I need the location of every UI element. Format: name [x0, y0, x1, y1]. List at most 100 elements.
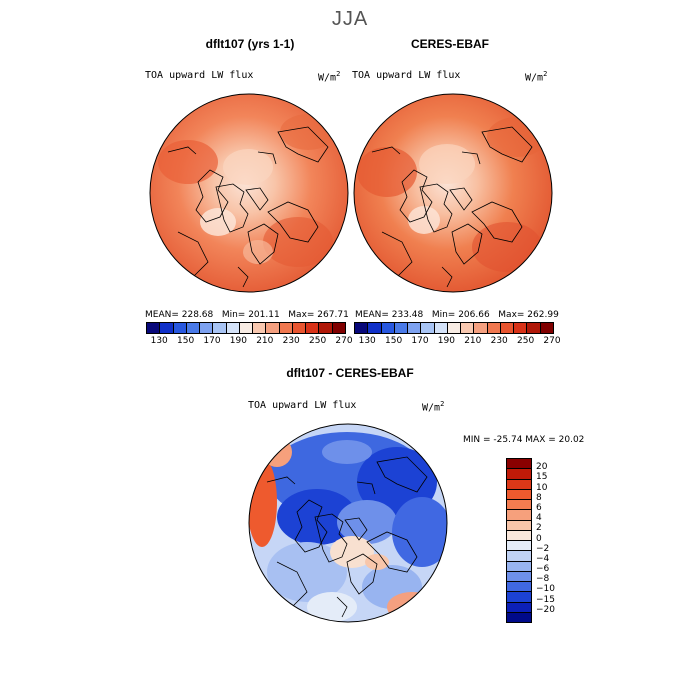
left-mean: MEAN= 228.68: [145, 310, 214, 320]
colorbar-swatch: [147, 323, 161, 333]
colorbar-tick-label: 170: [411, 336, 429, 346]
left-colorbar: [146, 322, 346, 334]
colorbar-swatch: [421, 323, 435, 333]
colorbar-swatch: [540, 323, 553, 333]
colorbar-swatch: [507, 530, 531, 541]
colorbar-tick-label: 170: [203, 336, 221, 346]
left-panel-title: dflt107 (yrs 1-1): [205, 37, 295, 51]
left-variable-label: TOA upward LW flux: [145, 70, 254, 81]
colorbar-swatch: [186, 323, 201, 333]
colorbar-swatch: [239, 323, 254, 333]
colorbar-tick-label: 230: [490, 336, 508, 346]
left-polar-map: [149, 93, 349, 293]
colorbar-tick-label: −4: [536, 553, 550, 564]
colorbar-tick-label: 230: [282, 336, 300, 346]
colorbar-swatch: [200, 323, 214, 333]
colorbar-tick-label: 250: [517, 336, 535, 346]
colorbar-tick-label: 2: [536, 523, 542, 534]
right-units-label: W/m2: [525, 70, 548, 84]
colorbar-swatch: [332, 323, 345, 333]
colorbar-swatch: [292, 323, 307, 333]
right-mean: MEAN= 233.48: [355, 310, 424, 320]
left-min: Min= 201.11: [221, 310, 280, 320]
colorbar-swatch: [368, 323, 382, 333]
colorbar-swatch: [507, 592, 531, 603]
colorbar-swatch: [213, 323, 227, 333]
right-colorbar-labels: 130 150 170 190 210 230 250 270: [354, 336, 561, 348]
colorbar-tick-label: 130: [358, 336, 376, 346]
right-panel-title: CERES-EBAF: [410, 37, 489, 51]
left-colorbar-labels: 130 150 170 190 210 230 250 270: [146, 336, 353, 348]
colorbar-tick-label: −2: [536, 543, 550, 554]
diff-colorbar-labels: 20 15 10 8 6 4 2 0 −2 −4 −6 −8 −10 −15 −20: [536, 458, 576, 628]
colorbar-swatch: [514, 323, 528, 333]
diff-minmax: MIN = -25.74 MAX = 20.02: [463, 435, 585, 445]
colorbar-tick-label: 190: [229, 336, 247, 346]
right-min: Min= 206.66: [431, 310, 490, 320]
colorbar-swatch: [381, 323, 395, 333]
colorbar-swatch: [507, 561, 531, 572]
colorbar-swatch: [279, 323, 293, 333]
colorbar-tick-label: 20: [536, 462, 548, 473]
colorbar-tick-label: 150: [177, 336, 195, 346]
left-stats: MEAN= 228.68 Min= 201.11 Max= 267.71: [145, 310, 349, 320]
diff-colorbar: [506, 458, 532, 623]
left-max: Max= 267.71: [288, 310, 349, 320]
colorbar-swatch: [408, 323, 422, 333]
colorbar-swatch: [173, 323, 187, 333]
colorbar-tick-label: −6: [536, 564, 550, 575]
colorbar-tick-label: 210: [256, 336, 274, 346]
colorbar-swatch: [507, 602, 531, 613]
colorbar-swatch: [461, 323, 475, 333]
colorbar-swatch: [507, 479, 531, 490]
colorbar-swatch: [507, 489, 531, 500]
colorbar-swatch: [266, 323, 280, 333]
diff-polar-map: [248, 423, 448, 623]
colorbar-swatch: [507, 571, 531, 582]
colorbar-tick-label: 6: [536, 502, 542, 513]
right-polar-map: [353, 93, 553, 293]
colorbar-swatch: [160, 323, 174, 333]
colorbar-tick-label: 15: [536, 472, 548, 483]
colorbar-tick-label: −10: [536, 584, 555, 595]
diff-panel-title: dflt107 - CERES-EBAF: [286, 366, 414, 380]
colorbar-swatch: [507, 459, 531, 470]
diff-units-label: W/m2: [422, 400, 445, 414]
colorbar-tick-label: 270: [335, 336, 353, 346]
colorbar-swatch: [253, 323, 267, 333]
colorbar-tick-label: 130: [150, 336, 168, 346]
colorbar-tick-label: 250: [309, 336, 327, 346]
colorbar-swatch: [306, 323, 320, 333]
colorbar-tick-label: −8: [536, 574, 550, 585]
colorbar-swatch: [487, 323, 501, 333]
right-max: Max= 262.99: [498, 310, 559, 320]
colorbar-swatch: [527, 323, 541, 333]
colorbar-swatch: [507, 520, 531, 531]
colorbar-swatch: [500, 323, 515, 333]
colorbar-tick-label: 210: [464, 336, 482, 346]
colorbar-swatch: [434, 323, 448, 333]
colorbar-swatch: [507, 541, 531, 552]
colorbar-swatch: [226, 323, 240, 333]
season-title: JJA: [331, 8, 369, 30]
colorbar-tick-label: 4: [536, 513, 542, 524]
right-colorbar: [354, 322, 554, 334]
colorbar-swatch: [447, 323, 462, 333]
colorbar-swatch: [507, 612, 531, 622]
right-stats: MEAN= 233.48 Min= 206.66 Max= 262.99: [355, 310, 559, 320]
colorbar-swatch: [319, 323, 333, 333]
colorbar-tick-label: 190: [437, 336, 455, 346]
colorbar-tick-label: −15: [536, 594, 555, 605]
colorbar-tick-label: 0: [536, 533, 542, 544]
right-variable-label: TOA upward LW flux: [352, 70, 461, 81]
colorbar-swatch: [394, 323, 409, 333]
colorbar-swatch: [507, 551, 531, 562]
colorbar-tick-label: 8: [536, 492, 542, 503]
colorbar-tick-label: −20: [536, 604, 555, 615]
left-units-label: W/m2: [318, 70, 341, 84]
diff-variable-label: TOA upward LW flux: [248, 400, 357, 411]
colorbar-swatch: [507, 469, 531, 480]
colorbar-tick-label: 150: [385, 336, 403, 346]
colorbar-swatch: [507, 500, 531, 511]
colorbar-swatch: [474, 323, 488, 333]
